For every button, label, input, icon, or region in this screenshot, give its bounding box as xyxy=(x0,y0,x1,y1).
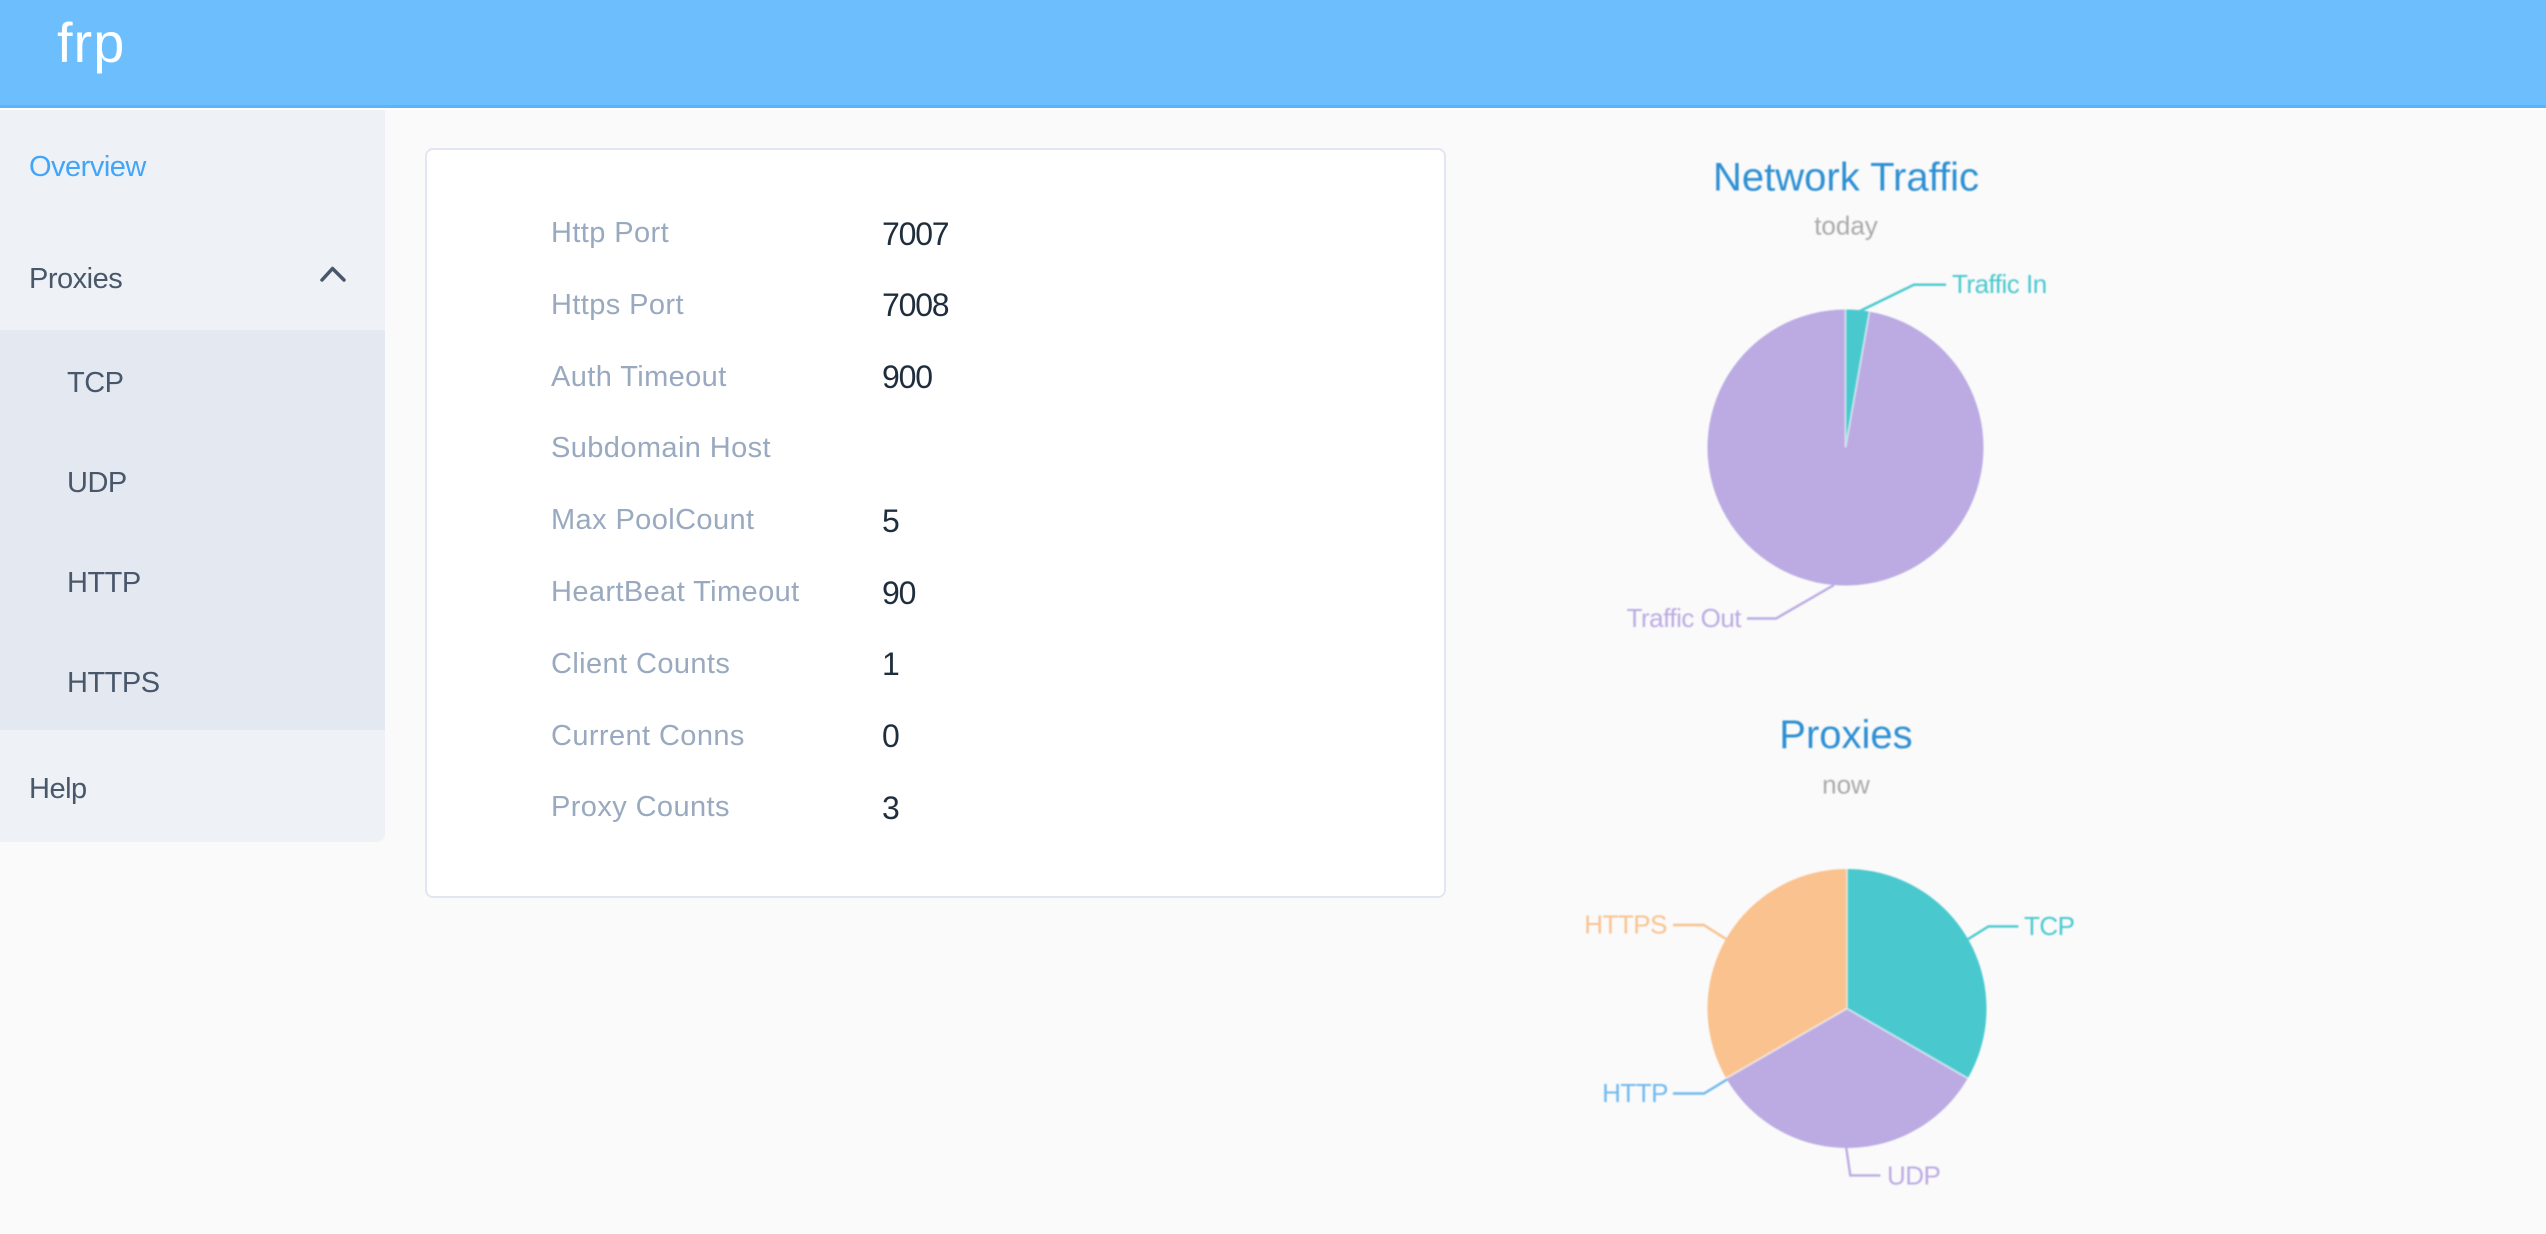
svg-text:now: now xyxy=(1822,770,1870,800)
svg-text:Traffic In: Traffic In xyxy=(1952,269,2047,299)
svg-text:HTTP: HTTP xyxy=(1602,1078,1668,1108)
svg-text:UDP: UDP xyxy=(1887,1161,1940,1191)
svg-text:HTTPS: HTTPS xyxy=(1584,910,1667,940)
svg-text:TCP: TCP xyxy=(2024,911,2075,941)
svg-text:Network Traffic: Network Traffic xyxy=(1713,156,1979,200)
svg-text:Proxies: Proxies xyxy=(1779,713,1912,757)
svg-text:today: today xyxy=(1814,211,1878,241)
svg-text:Traffic Out: Traffic Out xyxy=(1627,603,1743,633)
